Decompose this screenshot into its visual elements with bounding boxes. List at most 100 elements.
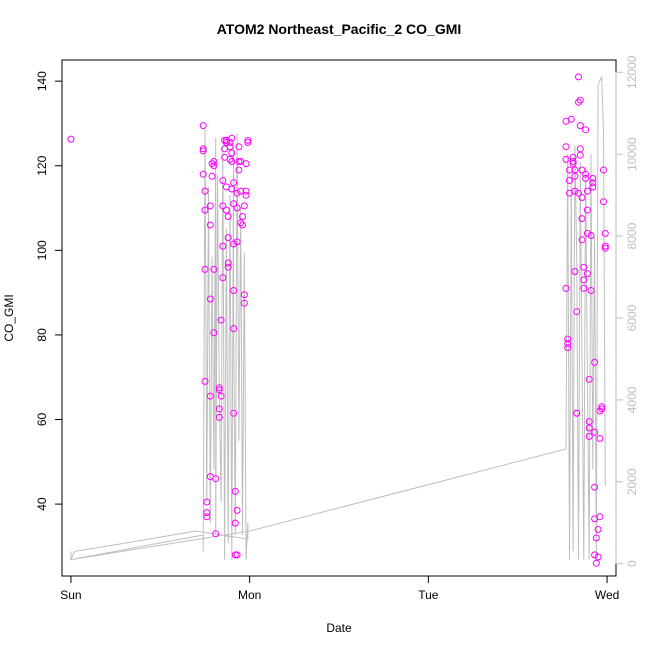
data-point: [598, 405, 606, 413]
data-point: [562, 155, 570, 163]
data-point: [598, 403, 606, 411]
data-point: [239, 213, 246, 220]
data-point: [224, 213, 232, 220]
data-point: [585, 424, 593, 432]
data-point: [228, 134, 236, 142]
data-point: [224, 259, 232, 267]
data-point: [201, 377, 209, 385]
data-point: [564, 344, 572, 352]
data-point: [226, 139, 234, 146]
data-point: [562, 143, 570, 151]
data-point: [199, 170, 207, 178]
data-point: [230, 325, 238, 333]
data-point: [206, 202, 214, 210]
data-point: [575, 98, 582, 106]
data-point: [571, 187, 579, 195]
y-tick-label: 40: [35, 497, 49, 511]
data-point: [583, 270, 591, 278]
data-point: [233, 238, 241, 246]
data-point: [219, 274, 227, 282]
data-point: [233, 189, 241, 197]
data-point: [226, 143, 234, 151]
data-point: [210, 265, 218, 273]
data-point: [240, 291, 248, 299]
data-point: [578, 194, 586, 201]
y-axis-right: 0 2000 4000 6000 8000 10000 12000: [615, 55, 639, 567]
data-point: [219, 242, 227, 250]
data-point: [589, 183, 597, 191]
data-point: [580, 276, 588, 284]
data-point: [224, 234, 232, 242]
data-point: [242, 191, 250, 199]
series-line: [70, 76, 606, 561]
data-point: [596, 407, 604, 415]
data-point: [233, 204, 241, 212]
x-tick-label: Mon: [238, 588, 261, 602]
data-point: [199, 145, 207, 153]
y-tick-label: 60: [35, 413, 49, 427]
data-point: [592, 559, 600, 567]
line-series: [70, 76, 606, 561]
data-point: [564, 335, 572, 343]
data-point: [201, 265, 209, 273]
data-point: [591, 358, 599, 366]
y-tick-label: 80: [35, 328, 49, 342]
data-point: [591, 551, 599, 559]
data-point: [569, 160, 577, 168]
data-point: [217, 316, 225, 324]
data-point: [571, 268, 579, 275]
y-axis-label: CO_GMI: [2, 294, 16, 341]
y-axis-left: 40 60 80 100 120 140: [35, 71, 63, 511]
data-point: [601, 242, 609, 250]
data-point: [580, 263, 588, 271]
data-point: [589, 179, 597, 187]
data-point: [566, 166, 573, 174]
data-point: [67, 135, 75, 143]
x-axis-label: Date: [326, 621, 352, 635]
data-point: [594, 553, 602, 561]
y2-tick-label: 12000: [625, 55, 639, 89]
data-point: [600, 198, 607, 206]
data-point: [230, 200, 238, 208]
data-point: [239, 221, 246, 229]
data-point: [571, 172, 579, 180]
data-point: [226, 155, 234, 163]
data-point: [576, 96, 584, 104]
y2-tick-label: 6000: [625, 304, 639, 331]
y2-tick-label: 4000: [625, 386, 639, 413]
y2-tick-label: 8000: [625, 222, 639, 249]
data-point: [201, 206, 209, 214]
data-point: [206, 221, 214, 229]
data-point: [215, 413, 223, 421]
data-point: [580, 284, 588, 292]
data-point: [242, 160, 250, 168]
data-point: [583, 187, 591, 195]
x-tick-label: Wed: [595, 588, 619, 602]
data-point: [578, 166, 586, 174]
data-point: [228, 149, 236, 157]
data-point: [576, 122, 584, 130]
data-point: [585, 418, 593, 426]
chart-title: ATOM2 Northeast_Pacific_2 CO_GMI: [217, 21, 462, 37]
data-point: [583, 229, 591, 237]
data-point: [228, 158, 236, 165]
y-tick-label: 120: [35, 155, 49, 175]
data-point: [576, 145, 584, 153]
x-tick-label: Tue: [418, 588, 439, 602]
data-point: [601, 244, 609, 252]
data-point: [240, 299, 248, 307]
data-point: [237, 219, 245, 227]
data-point: [222, 206, 230, 214]
data-point: [230, 240, 238, 248]
data-point: [233, 551, 241, 559]
data-point: [208, 172, 216, 180]
data-point: [201, 187, 209, 195]
data-point: [573, 409, 581, 417]
data-point: [573, 308, 581, 316]
x-axis: Sun Mon Tue Wed: [60, 575, 619, 602]
y2-tick-label: 10000: [625, 137, 639, 171]
y-tick-label: 140: [35, 71, 49, 91]
data-point: [222, 139, 230, 146]
data-point: [233, 506, 241, 514]
y-tick-label: 100: [35, 240, 49, 260]
